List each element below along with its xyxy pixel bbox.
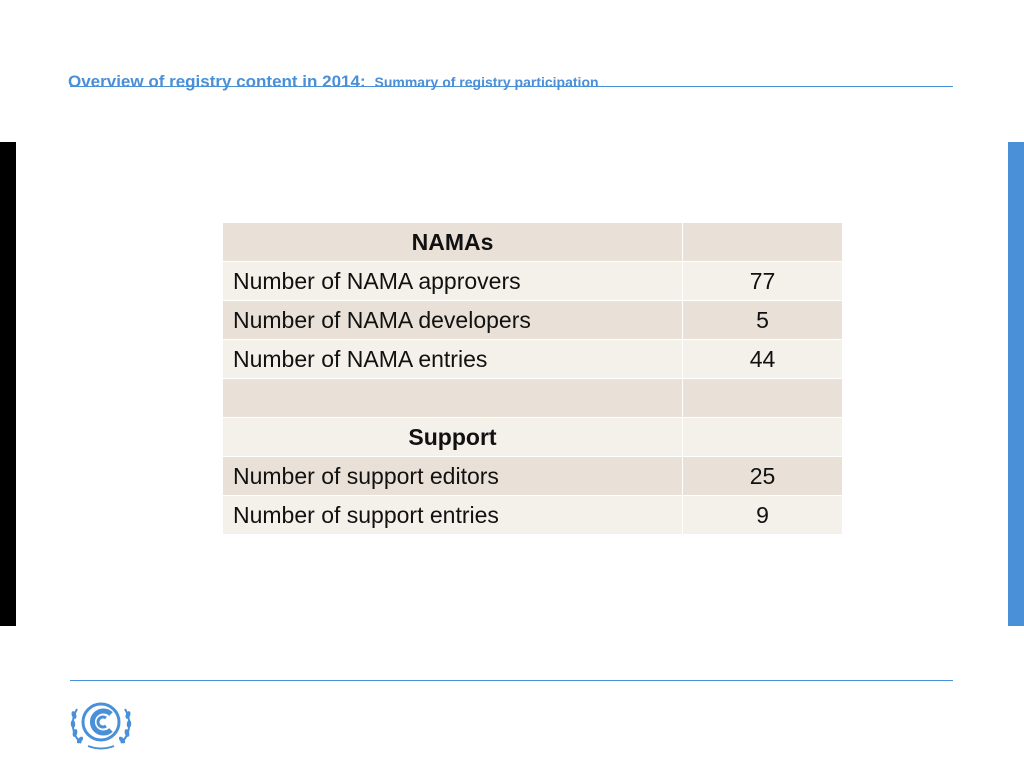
table-row-namas-heading: NAMAs [222,222,843,262]
table-row: Number of support editors 25 [222,456,843,496]
row-value: 44 [682,339,843,379]
row-label: Number of support entries [222,495,683,535]
unfccc-logo-icon [70,702,132,750]
row-value: 5 [682,300,843,340]
left-accent-bar [0,142,16,626]
row-label: Number of support editors [222,456,683,496]
row-value: 77 [682,261,843,301]
table-row: Number of support entries 9 [222,495,843,535]
row-label: Number of NAMA entries [222,339,683,379]
table-row-support-heading: Support [222,417,843,457]
registry-table: NAMAs Number of NAMA approvers 77 Number… [222,222,843,535]
title-main: Overview of registry content in 2014: [68,72,366,91]
table-row: Number of NAMA developers 5 [222,300,843,340]
empty-cell [222,378,683,418]
row-value: 9 [682,495,843,535]
table-row: Number of NAMA entries 44 [222,339,843,379]
support-heading: Support [222,417,683,457]
empty-cell [682,417,843,457]
row-label: Number of NAMA developers [222,300,683,340]
empty-cell [682,222,843,262]
table-row: Number of NAMA approvers 77 [222,261,843,301]
row-label: Number of NAMA approvers [222,261,683,301]
page-title: Overview of registry content in 2014: Su… [68,58,599,95]
header-divider [70,86,953,87]
right-accent-bar [1008,142,1024,626]
title-subtitle: Summary of registry participation [374,74,599,90]
table-row-spacer [222,378,843,418]
namas-heading: NAMAs [222,222,683,262]
footer-divider [70,680,953,681]
row-value: 25 [682,456,843,496]
empty-cell [682,378,843,418]
